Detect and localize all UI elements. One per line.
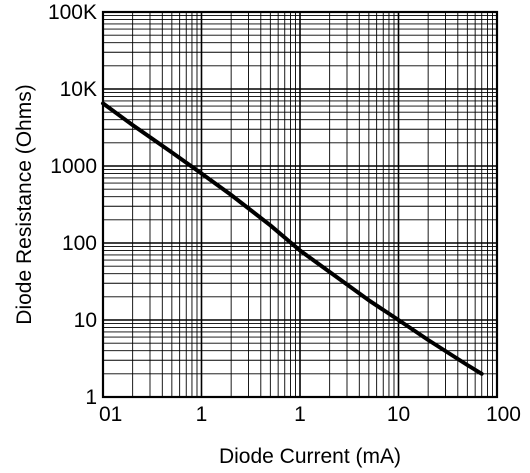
data-series — [101, 101, 484, 376]
y-tick-label: 100K — [48, 1, 97, 24]
y-tick-label: 100 — [62, 232, 97, 255]
y-tick-label: 1000 — [50, 155, 97, 178]
plot-frame — [101, 10, 499, 399]
x-tick-label: 10 — [387, 403, 410, 426]
x-axis-title: Diode Current (mA) — [219, 445, 401, 468]
y-tick-label: 1 — [85, 386, 97, 409]
x-tick-label: 100 — [486, 403, 521, 426]
y-axis-title: Diode Resistance (Ohms) — [13, 84, 36, 324]
grid-lines — [102, 12, 497, 398]
x-tick-label: 1 — [196, 403, 208, 426]
series-line — [101, 101, 484, 376]
y-tick-label: 10K — [60, 78, 97, 101]
x-tick-label: 1 — [294, 403, 306, 426]
x-tick-label: 01 — [99, 403, 122, 426]
x-tick-labels: 01 1 1 10 100 — [99, 403, 521, 426]
y-tick-labels: 1 10 100 1000 10K 100K — [48, 1, 97, 409]
y-tick-label: 10 — [74, 309, 97, 332]
